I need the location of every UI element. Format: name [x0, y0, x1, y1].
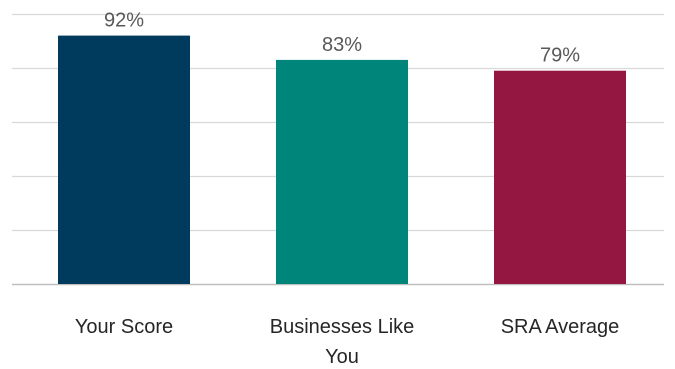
bar-sra-average [494, 70, 626, 284]
value-label: 92% [104, 10, 144, 32]
value-label: 79% [540, 45, 580, 67]
bar-businesses-like-you [276, 59, 408, 285]
category-label: Your Score [75, 316, 173, 338]
value-label: 83% [322, 34, 362, 56]
bars [58, 35, 626, 285]
bar-your-score [58, 35, 190, 284]
category-label: Businesses Like [270, 316, 415, 338]
value-labels: 92% 83% 79% [104, 10, 580, 67]
category-label: You [325, 346, 359, 368]
category-label: SRA Average [501, 316, 620, 338]
category-labels: Your Score Businesses Like You SRA Average [75, 316, 619, 368]
